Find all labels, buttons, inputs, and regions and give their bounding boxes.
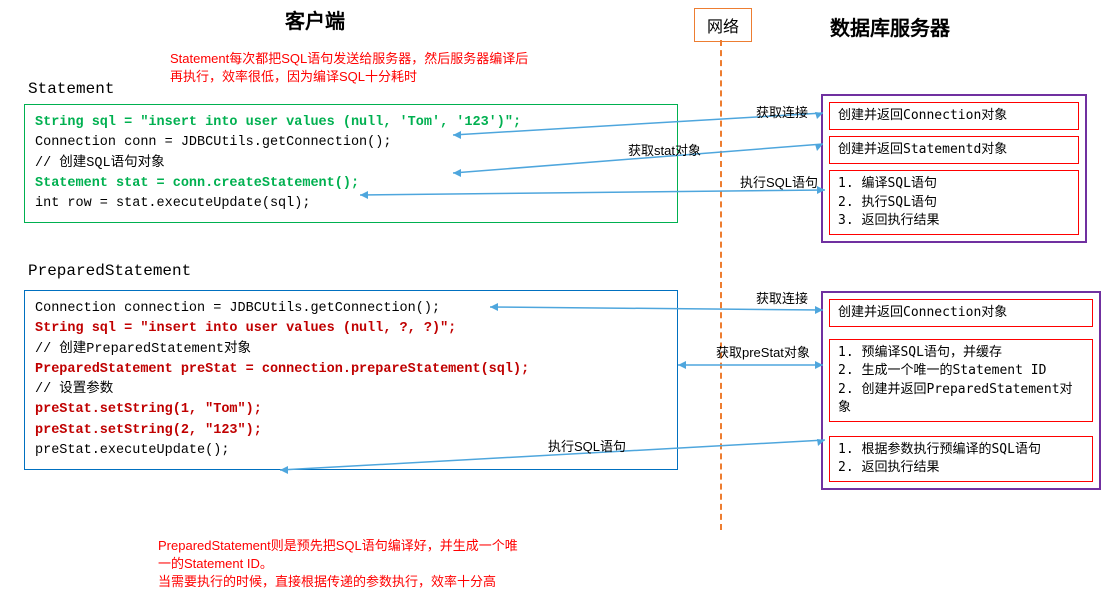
network-divider [720, 40, 722, 530]
code-line: preStat.setString(1, "Tom"); [35, 400, 667, 420]
code-line: Connection connection = JDBCUtils.getCon… [35, 299, 667, 319]
code-line: String sql = "insert into user values (n… [35, 113, 667, 133]
arrow-label: 获取连接 [756, 102, 808, 121]
server-step: 创建并返回Connection对象 [829, 299, 1093, 327]
server-step: 1. 编译SQL语句 2. 执行SQL语句 3. 返回执行结果 [829, 170, 1079, 235]
note-line: 当需要执行的时候，直接根据传递的参数执行，效率十分高 [158, 574, 496, 589]
preparedstatement-note: PreparedStatement则是预先把SQL语句编译好，并生成一个唯 一的… [158, 537, 518, 592]
server-step: 创建并返回Connection对象 [829, 102, 1079, 130]
server-substep: 1. 预编译SQL语句，并缓存 [838, 345, 1002, 360]
code-line: // 设置参数 [35, 380, 667, 400]
arrow-label: 执行SQL语句 [548, 436, 626, 455]
server-step: 1. 根据参数执行预编译的SQL语句 2. 返回执行结果 [829, 436, 1093, 482]
server-substep: 3. 返回执行结果 [838, 213, 939, 228]
code-line: int row = stat.executeUpdate(sql); [35, 194, 667, 214]
code-line: PreparedStatement preStat = connection.p… [35, 360, 667, 380]
server-substep: 2. 返回执行结果 [838, 460, 939, 475]
code-line: Connection conn = JDBCUtils.getConnectio… [35, 133, 667, 153]
network-box: 网络 [694, 8, 752, 42]
arrow-label: 执行SQL语句 [740, 172, 818, 191]
server-substep: 2. 生成一个唯一的Statement ID [838, 363, 1046, 378]
server-substep: 2. 执行SQL语句 [838, 195, 937, 210]
note-line: 再执行，效率很低，因为编译SQL十分耗时 [170, 69, 417, 84]
note-line: PreparedStatement则是预先把SQL语句编译好，并生成一个唯 [158, 538, 518, 553]
statement-server-box: 创建并返回Connection对象 创建并返回Statementd对象 1. 编… [821, 94, 1087, 243]
client-header: 客户端 [285, 5, 345, 34]
server-substep: 1. 根据参数执行预编译的SQL语句 [838, 442, 1041, 457]
statement-title: Statement [28, 80, 114, 98]
arrow-prestat [678, 360, 828, 370]
code-line: Statement stat = conn.createStatement(); [35, 174, 667, 194]
statement-note: Statement每次都把SQL语句发送给服务器，然后服务器编译后 再执行，效率… [170, 50, 528, 86]
server-step: 创建并返回Statementd对象 [829, 136, 1079, 164]
note-line: Statement每次都把SQL语句发送给服务器，然后服务器编译后 [170, 51, 528, 66]
server-substep: 2. 创建并返回PreparedStatement对象 [838, 382, 1073, 415]
preparedstatement-server-box: 创建并返回Connection对象 1. 预编译SQL语句，并缓存 2. 生成一… [821, 291, 1101, 490]
server-header: 数据库服务器 [830, 12, 950, 41]
server-step: 1. 预编译SQL语句，并缓存 2. 生成一个唯一的Statement ID 2… [829, 339, 1093, 422]
arrow-label: 获取stat对象 [628, 140, 701, 159]
note-line: 一的Statement ID。 [158, 556, 273, 571]
preparedstatement-title: PreparedStatement [28, 262, 191, 280]
server-substep: 1. 编译SQL语句 [838, 176, 937, 191]
arrow-label: 获取preStat对象 [716, 342, 810, 361]
statement-code-box: String sql = "insert into user values (n… [24, 104, 678, 223]
code-line: // 创建SQL语句对象 [35, 154, 667, 174]
code-line: String sql = "insert into user values (n… [35, 319, 667, 339]
code-line: // 创建PreparedStatement对象 [35, 340, 667, 360]
arrow-label: 获取连接 [756, 288, 808, 307]
